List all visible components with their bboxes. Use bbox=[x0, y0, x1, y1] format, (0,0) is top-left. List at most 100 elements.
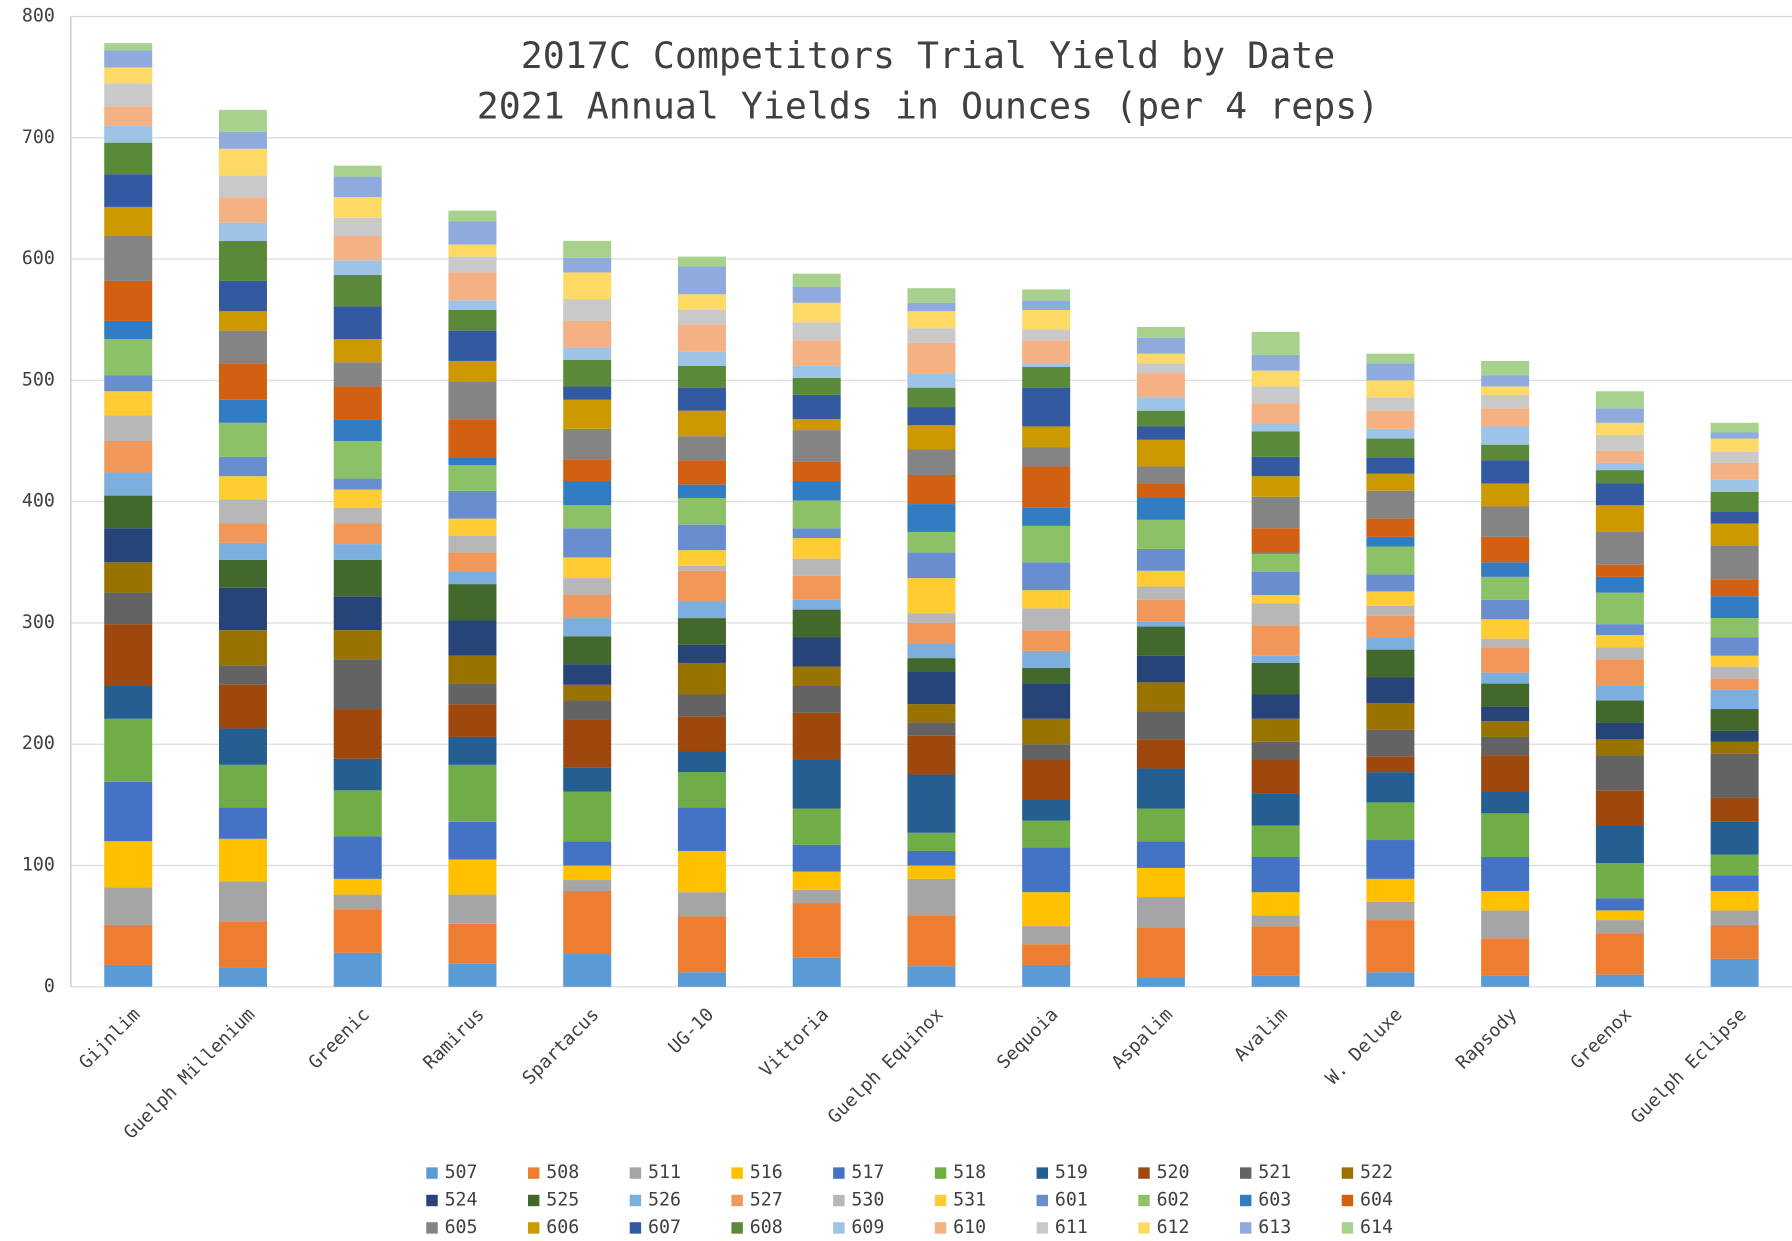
x-tick-label: Avalim bbox=[1230, 1004, 1292, 1066]
bar-segment bbox=[1366, 438, 1415, 458]
bar-segment bbox=[677, 772, 726, 808]
bar-segment bbox=[218, 630, 267, 666]
bar-segment bbox=[448, 300, 497, 311]
bar-segment bbox=[448, 683, 497, 705]
x-tick-label: Sequoia bbox=[993, 1004, 1062, 1073]
bar-segment bbox=[792, 575, 841, 600]
bar-segment bbox=[448, 457, 497, 466]
bar-segment bbox=[1481, 599, 1530, 620]
bar-segment bbox=[907, 449, 956, 475]
bar-segment bbox=[1595, 470, 1644, 484]
bar-segment bbox=[1251, 759, 1300, 794]
bar-segment bbox=[677, 972, 726, 987]
y-tick-label: 0 bbox=[44, 976, 55, 997]
legend-label: 521 bbox=[1258, 1162, 1291, 1183]
bar-segment bbox=[1022, 926, 1071, 945]
bar-segment bbox=[1595, 974, 1644, 987]
bar-segment bbox=[1595, 434, 1644, 451]
bar-segment bbox=[563, 557, 612, 579]
bar-segment bbox=[104, 174, 153, 207]
bar-segment bbox=[563, 320, 612, 348]
x-tick-label: W. Deluxe bbox=[1322, 1004, 1407, 1089]
bar-segment bbox=[104, 528, 153, 563]
bar-segment bbox=[792, 599, 841, 610]
bar-segment bbox=[1136, 483, 1185, 499]
bar-segment bbox=[1710, 655, 1759, 667]
bar-segment bbox=[907, 407, 956, 426]
bar-segment bbox=[792, 365, 841, 378]
bar-segment bbox=[1595, 910, 1644, 921]
y-tick-label: 600 bbox=[22, 248, 55, 269]
bar-segment bbox=[1710, 432, 1759, 439]
bar-segment bbox=[333, 260, 382, 275]
bar-segment bbox=[104, 964, 153, 987]
x-tick-label: Aspalim bbox=[1108, 1004, 1177, 1073]
x-tick-label: Gijnlim bbox=[75, 1004, 144, 1073]
bar-segment bbox=[1251, 926, 1300, 976]
bar-segment bbox=[907, 288, 956, 303]
bar-segment bbox=[677, 324, 726, 352]
bar-segment bbox=[1710, 797, 1759, 822]
bar-segment bbox=[1251, 825, 1300, 858]
bar-segment bbox=[907, 735, 956, 775]
x-tick-label: Guelph Millenium bbox=[120, 1004, 259, 1143]
bar-segment bbox=[677, 436, 726, 461]
bar-segment bbox=[1366, 840, 1415, 879]
bar-segment bbox=[333, 559, 382, 597]
bar-segment bbox=[907, 578, 956, 614]
bar-segment bbox=[907, 425, 956, 450]
bar-segment bbox=[1251, 975, 1300, 987]
legend-swatch bbox=[934, 1194, 947, 1207]
bar-segment bbox=[218, 476, 267, 500]
bar-segment bbox=[792, 808, 841, 845]
bar-segment bbox=[1136, 841, 1185, 868]
bar-segment bbox=[1366, 901, 1415, 921]
bar-segment bbox=[1481, 483, 1530, 507]
bar-segment bbox=[1481, 975, 1530, 987]
bar-segment bbox=[677, 365, 726, 388]
bar-segment bbox=[907, 613, 956, 623]
bar-segment bbox=[1251, 553, 1300, 572]
bar-segment bbox=[907, 865, 956, 879]
bar-segment bbox=[1481, 638, 1530, 648]
bar-segment bbox=[448, 330, 497, 361]
bar-segment bbox=[1136, 439, 1185, 467]
bar-segment bbox=[333, 165, 382, 177]
bar-segment bbox=[218, 728, 267, 765]
legend-swatch bbox=[426, 1167, 438, 1179]
bar-segment bbox=[563, 399, 612, 429]
bar-segment bbox=[1481, 938, 1530, 976]
bar-segment bbox=[1710, 451, 1759, 463]
bar-segment bbox=[1136, 621, 1185, 627]
bar-segment bbox=[792, 430, 841, 462]
bar-segment bbox=[907, 850, 956, 866]
bar-segment bbox=[907, 966, 956, 987]
bar-segment bbox=[677, 751, 726, 773]
legend-swatch bbox=[731, 1167, 743, 1179]
bar-segment bbox=[1366, 649, 1415, 678]
bar-segment bbox=[448, 272, 497, 301]
bar-segment bbox=[1251, 571, 1300, 596]
bar-segment bbox=[1136, 353, 1185, 364]
bar-segment bbox=[563, 767, 612, 792]
bar-segment bbox=[1595, 531, 1644, 565]
x-tick-label: Greenox bbox=[1567, 1004, 1636, 1073]
bar-segment bbox=[1022, 289, 1071, 301]
legend-label: 606 bbox=[546, 1217, 579, 1238]
bar-segment bbox=[1366, 518, 1415, 537]
bar-segment bbox=[218, 499, 267, 524]
bar-segment bbox=[448, 490, 497, 519]
bar-segment bbox=[333, 523, 382, 545]
bar-segment bbox=[218, 280, 267, 312]
bar-segment bbox=[104, 142, 153, 175]
bar-segment bbox=[333, 894, 382, 910]
bar-segment bbox=[792, 302, 841, 323]
bar-segment bbox=[104, 841, 153, 888]
legend-swatch bbox=[1138, 1222, 1150, 1234]
bar-segment bbox=[1595, 505, 1644, 532]
bar-segment bbox=[1710, 924, 1759, 959]
legend-swatch bbox=[1240, 1194, 1252, 1207]
bar-segment bbox=[1136, 739, 1185, 769]
bar-segment bbox=[1022, 944, 1071, 965]
